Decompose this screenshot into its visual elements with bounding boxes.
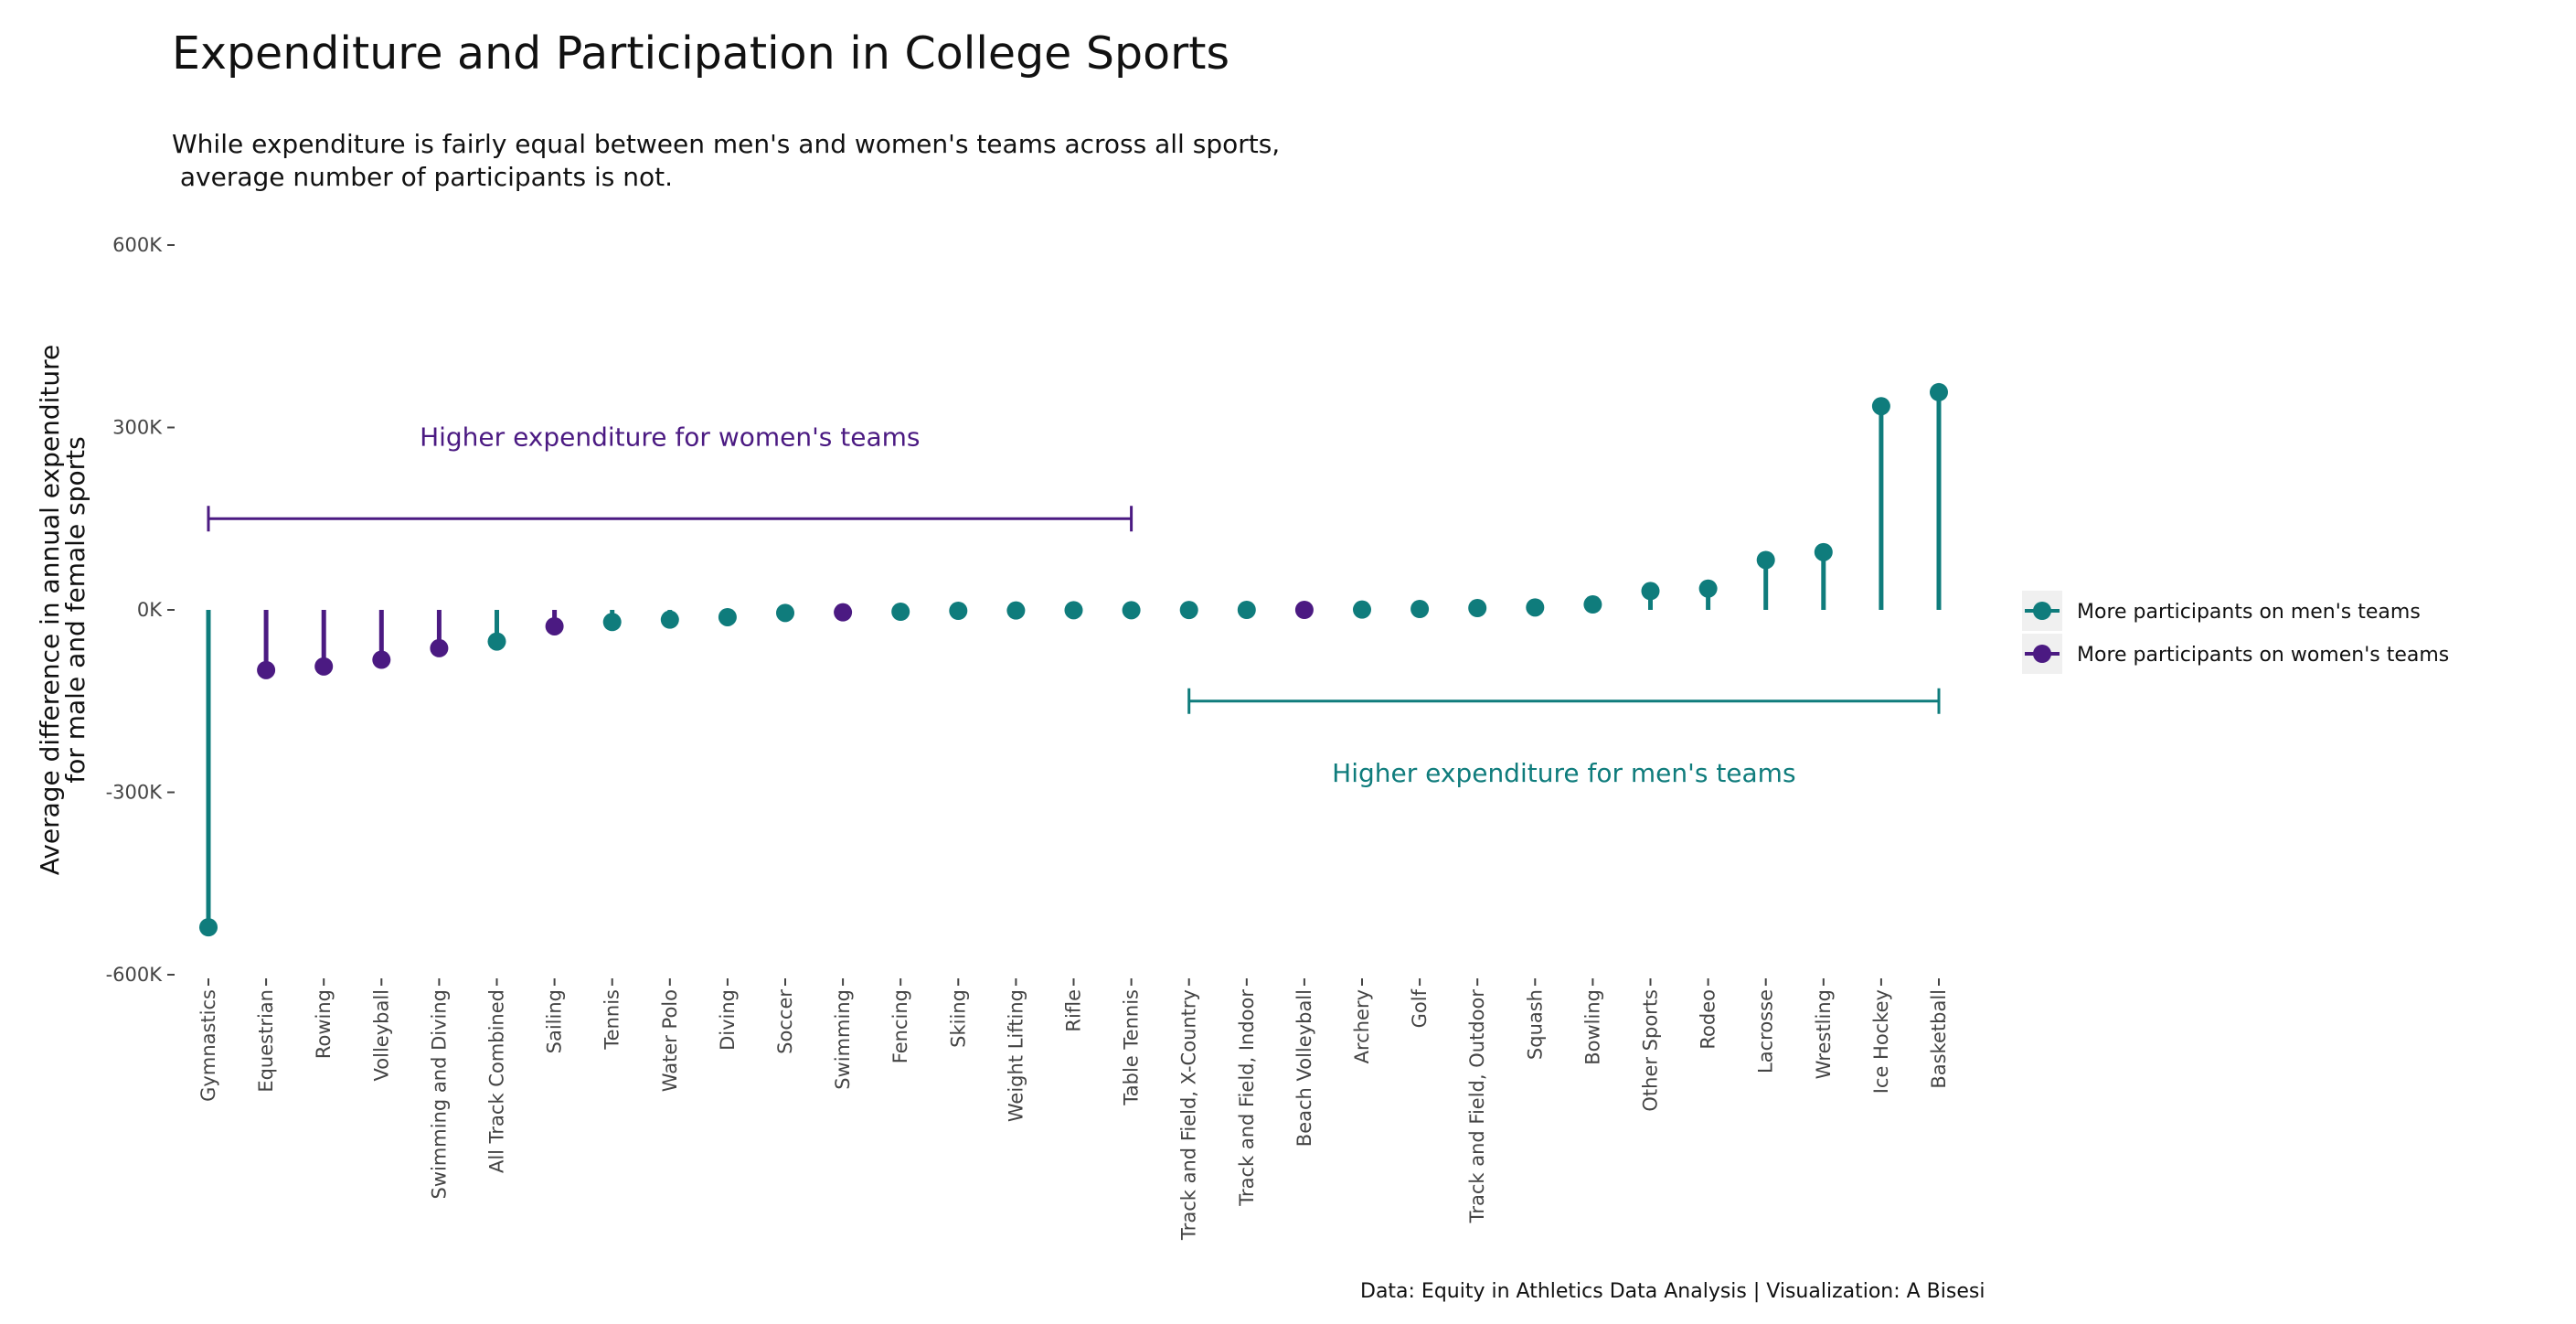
x-tick-label: Track and Field, X-Country <box>1178 989 1200 1241</box>
x-tick-label: Fencing <box>889 989 911 1063</box>
x-tick-label: Track and Field, Indoor <box>1236 989 1258 1207</box>
x-tick-label: Swimming <box>832 989 854 1090</box>
x-tick-label: Diving <box>717 989 739 1051</box>
x-tick-label: Volleyball <box>370 989 392 1081</box>
x-tick-label: Water Polo <box>659 989 681 1092</box>
lollipop-point <box>1353 600 1371 619</box>
x-tick-label: Golf <box>1409 988 1431 1028</box>
x-tick-label: All Track Combined <box>486 989 508 1173</box>
x-tick-label: Basketball <box>1928 989 1950 1089</box>
lollipop-point <box>1756 550 1775 570</box>
x-tick-label: Equestrian <box>255 989 277 1093</box>
lollipop-point <box>891 602 910 621</box>
x-tick-label: Other Sports <box>1640 989 1662 1112</box>
lollipop-point <box>1237 601 1256 619</box>
y-tick-label: 600K <box>112 234 163 256</box>
y-tick-label: 300K <box>112 417 163 439</box>
lollipop-point <box>1871 397 1890 416</box>
x-tick-label: Wrestling <box>1813 989 1835 1079</box>
x-tick-label: Rodeo <box>1698 989 1719 1050</box>
x-tick-label: Skiing <box>947 989 969 1048</box>
lollipop-point <box>776 603 794 623</box>
y-tick-label: -600K <box>106 964 164 986</box>
annotations: Higher expenditure for women's teams High… <box>207 422 1941 788</box>
x-tick-label: Lacrosse <box>1755 989 1777 1073</box>
lollipop-point <box>545 616 564 635</box>
y-axis-title-line: Average difference in annual expenditure <box>35 345 65 875</box>
lollipop-point <box>487 632 506 651</box>
lollipop-point <box>1930 382 1948 401</box>
lollipop-point <box>372 650 391 669</box>
x-tick-label: Sailing <box>544 989 566 1053</box>
x-tick-label: Swimming and Diving <box>428 989 450 1200</box>
legend-key-point <box>2033 645 2051 663</box>
legend-key-point <box>2033 602 2051 620</box>
legend-label: More participants on women's teams <box>2077 644 2449 667</box>
lollipop-point <box>1641 582 1660 601</box>
y-axis: 600K 300K 0K -300K -600K <box>106 234 175 986</box>
lollipop-point <box>718 607 737 626</box>
lollipop-point <box>1122 601 1141 620</box>
lollipop-point <box>314 657 334 676</box>
lollipop-point <box>1468 599 1487 618</box>
chart-title: Expenditure and Participation in College… <box>172 27 1229 80</box>
x-tick-label: Track and Field, Outdoor <box>1466 989 1488 1224</box>
lollipop-point <box>834 603 853 622</box>
x-tick-label: Weight Lifting <box>1005 989 1027 1122</box>
y-tick-label: -300K <box>106 782 164 804</box>
lollipop-point <box>1526 598 1545 617</box>
x-tick-label: Gymnastics <box>197 989 219 1102</box>
lollipop-series <box>199 382 1948 937</box>
x-tick-label: Soccer <box>774 989 796 1054</box>
lollipop-point <box>199 918 218 937</box>
x-tick-label: Bowling <box>1581 989 1603 1065</box>
lollipop-point <box>1179 601 1198 620</box>
lollipop-point <box>660 610 679 629</box>
x-tick-label: Archery <box>1351 989 1373 1063</box>
lollipop-point <box>1583 595 1602 614</box>
lollipop-point <box>949 601 968 620</box>
x-axis: Gymnastics Equestrian Rowing Volleyball Swim… <box>197 978 1950 1241</box>
chart-caption: Data: Equity in Athletics Data Analysis … <box>1360 1280 1985 1303</box>
y-axis-title: Average difference in annual expenditure… <box>35 345 90 875</box>
x-tick-label: Squash <box>1524 989 1546 1060</box>
y-axis-title-line: for male and female sports <box>60 436 90 783</box>
x-tick-label: Rifle <box>1063 989 1085 1032</box>
lollipop-point <box>1294 601 1314 619</box>
lollipop-point <box>1410 600 1430 619</box>
x-tick-label: Rowing <box>313 989 335 1059</box>
chart-subtitle: While expenditure is fairly equal betwee… <box>172 129 1281 192</box>
lollipop-point <box>257 660 276 679</box>
women-annotation-label: Higher expenditure for women's teams <box>420 422 920 452</box>
lollipop-point <box>1006 601 1026 620</box>
lollipop-point <box>430 638 449 657</box>
x-tick-label: Ice Hockey <box>1870 989 1892 1094</box>
lollipop-point <box>1064 601 1083 620</box>
lollipop-point <box>1698 579 1718 598</box>
y-tick-label: 0K <box>137 599 163 621</box>
x-tick-label: Table Tennis <box>1121 989 1143 1106</box>
legend-label: More participants on men's teams <box>2077 601 2421 624</box>
x-tick-label: Beach Volleyball <box>1293 989 1315 1147</box>
x-tick-label: Tennis <box>601 989 623 1051</box>
lollipop-point <box>602 613 622 632</box>
legend: More participants on men's teams More par… <box>2022 591 2449 674</box>
men-annotation-label: Higher expenditure for men's teams <box>1332 758 1795 788</box>
lollipop-point <box>1814 542 1833 561</box>
